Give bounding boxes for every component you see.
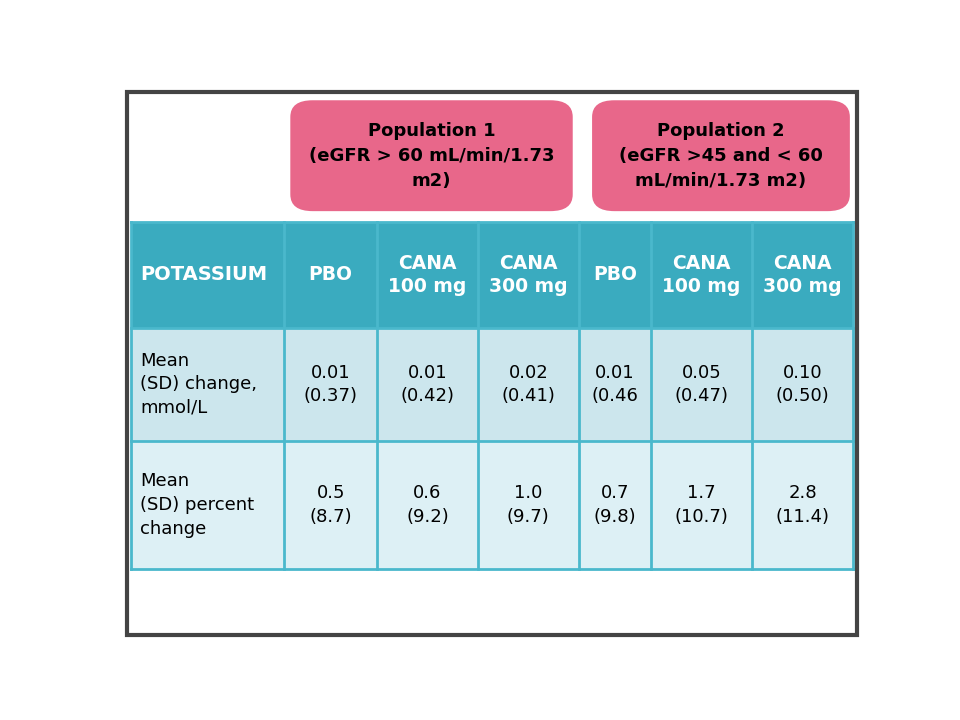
Text: 0.05
(0.47): 0.05 (0.47) — [675, 364, 729, 405]
Text: 1.7
(10.7): 1.7 (10.7) — [675, 484, 729, 526]
Text: PBO: PBO — [309, 266, 352, 284]
Text: 0.10
(0.50): 0.10 (0.50) — [776, 364, 829, 405]
Text: Mean
(SD) change,
mmol/L: Mean (SD) change, mmol/L — [140, 352, 257, 417]
Text: Population 1
(eGFR > 60 mL/min/1.73
m2): Population 1 (eGFR > 60 mL/min/1.73 m2) — [309, 122, 554, 189]
Text: PBO: PBO — [593, 266, 637, 284]
Text: 0.7
(9.8): 0.7 (9.8) — [593, 484, 636, 526]
Text: 0.6
(9.2): 0.6 (9.2) — [406, 484, 449, 526]
Bar — [132, 328, 852, 441]
Bar — [132, 222, 852, 328]
Text: CANA
100 mg: CANA 100 mg — [662, 253, 741, 296]
Text: 0.02
(0.41): 0.02 (0.41) — [501, 364, 555, 405]
Text: Population 2
(eGFR >45 and < 60
mL/min/1.73 m2): Population 2 (eGFR >45 and < 60 mL/min/1… — [619, 122, 823, 189]
FancyBboxPatch shape — [290, 100, 573, 211]
Text: 0.5
(8.7): 0.5 (8.7) — [309, 484, 352, 526]
Text: POTASSIUM: POTASSIUM — [140, 266, 267, 284]
Text: Mean
(SD) percent
change: Mean (SD) percent change — [140, 472, 254, 538]
Text: 0.01
(0.37): 0.01 (0.37) — [303, 364, 358, 405]
Text: CANA
300 mg: CANA 300 mg — [763, 253, 842, 296]
Bar — [132, 441, 852, 569]
Text: 1.0
(9.7): 1.0 (9.7) — [507, 484, 550, 526]
Text: 2.8
(11.4): 2.8 (11.4) — [776, 484, 829, 526]
FancyBboxPatch shape — [592, 100, 850, 211]
Text: CANA
100 mg: CANA 100 mg — [388, 253, 467, 296]
Text: 0.01
(0.42): 0.01 (0.42) — [400, 364, 454, 405]
Text: 0.01
(0.46: 0.01 (0.46 — [591, 364, 638, 405]
Text: CANA
300 mg: CANA 300 mg — [489, 253, 567, 296]
